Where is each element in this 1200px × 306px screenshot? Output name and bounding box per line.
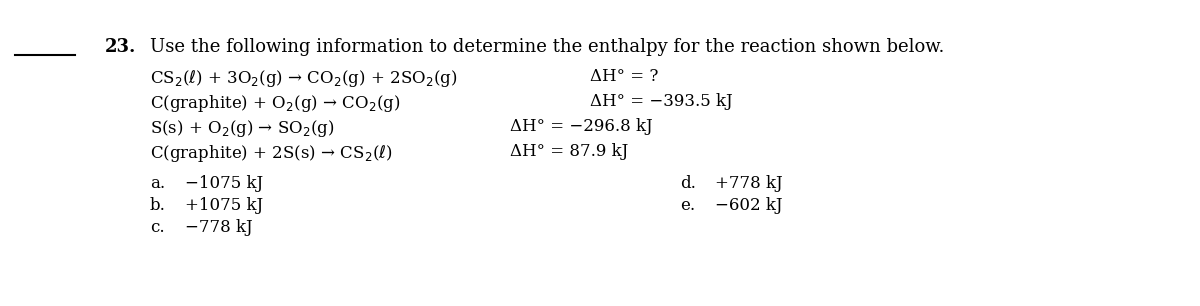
Text: c.: c. [150, 219, 164, 236]
Text: d.: d. [680, 175, 696, 192]
Text: ΔH° = −393.5 kJ: ΔH° = −393.5 kJ [590, 93, 733, 110]
Text: Use the following information to determine the enthalpy for the reaction shown b: Use the following information to determi… [150, 38, 944, 56]
Text: b.: b. [150, 197, 166, 214]
Text: +778 kJ: +778 kJ [715, 175, 782, 192]
Text: −778 kJ: −778 kJ [185, 219, 253, 236]
Text: ΔH° = −296.8 kJ: ΔH° = −296.8 kJ [510, 118, 653, 135]
Text: ΔH° = 87.9 kJ: ΔH° = 87.9 kJ [510, 143, 629, 160]
Text: CS$_2$($\ell$) + 3O$_2$(g) → CO$_2$(g) + 2SO$_2$(g): CS$_2$($\ell$) + 3O$_2$(g) → CO$_2$(g) +… [150, 68, 457, 89]
Text: 23.: 23. [106, 38, 137, 56]
Text: ΔH° = ?: ΔH° = ? [590, 68, 659, 85]
Text: C(graphite) + 2S(s) → CS$_2$($\ell$): C(graphite) + 2S(s) → CS$_2$($\ell$) [150, 143, 392, 164]
Text: e.: e. [680, 197, 695, 214]
Text: +1075 kJ: +1075 kJ [185, 197, 263, 214]
Text: C(graphite) + O$_2$(g) → CO$_2$(g): C(graphite) + O$_2$(g) → CO$_2$(g) [150, 93, 401, 114]
Text: −1075 kJ: −1075 kJ [185, 175, 263, 192]
Text: −602 kJ: −602 kJ [715, 197, 782, 214]
Text: a.: a. [150, 175, 166, 192]
Text: S(s) + O$_2$(g) → SO$_2$(g): S(s) + O$_2$(g) → SO$_2$(g) [150, 118, 335, 139]
